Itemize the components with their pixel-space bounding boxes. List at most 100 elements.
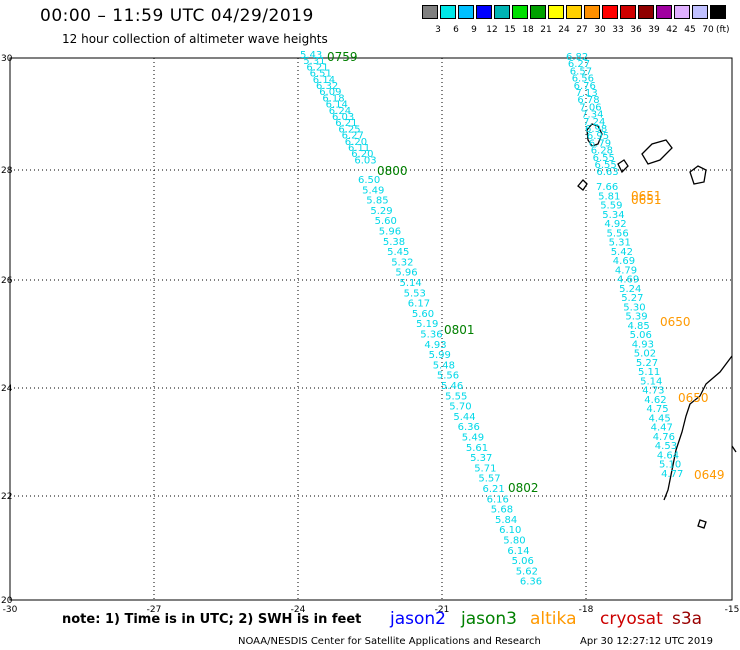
swh-value: 6.98 — [585, 124, 607, 135]
colorbar-label: 21 — [540, 25, 552, 35]
swh-value: 5.85 — [366, 196, 388, 207]
swh-value: 5.61 — [466, 443, 488, 454]
colorbar-swatch — [458, 5, 474, 19]
swh-value: 5.11 — [638, 367, 660, 378]
swh-value: 6.25 — [338, 124, 360, 135]
credit-line: NOAA/NESDIS Center for Satellite Applica… — [238, 636, 541, 647]
colorbar-swatch — [440, 5, 456, 19]
swh-value: 5.44 — [453, 412, 475, 423]
swh-value: 6.56 — [572, 74, 594, 85]
swh-value: 5.49 — [462, 433, 484, 444]
colorbar-swatch — [530, 5, 546, 19]
swh-value: 5.71 — [474, 463, 496, 474]
swh-value: 5.56 — [437, 371, 459, 382]
swh-value: 4.79 — [615, 265, 637, 276]
swh-value: 5.14 — [640, 376, 662, 387]
colorbar-label: 15 — [504, 25, 516, 35]
swh-value: 5.30 — [623, 302, 645, 313]
swh-value: 5.49 — [362, 185, 384, 196]
swh-value: 5.60 — [412, 309, 434, 320]
legend-item: altika — [530, 609, 577, 629]
swh-value: 5.62 — [516, 566, 538, 577]
swh-value: 5.45 — [387, 247, 409, 258]
colorbar-label: 12 — [486, 25, 498, 35]
legend-item: jason3 — [461, 609, 517, 629]
swh-value: 5.31 — [609, 238, 631, 249]
satellite-track-altika: 6.826.276.576.566.767.136.787.067.347.24… — [566, 52, 683, 480]
swh-value: 7.06 — [579, 102, 601, 113]
colorbar-label: 30 — [594, 25, 606, 35]
legend-item: jason2 — [390, 609, 446, 629]
swh-value: 6.14 — [507, 546, 529, 557]
satellite-track-jason3: 5.435.316.216.516.146.326.096.186.146.24… — [300, 50, 542, 588]
colorbar-swatch — [620, 5, 636, 19]
map-subtitle: 12 hour collection of altimeter wave hei… — [62, 32, 328, 46]
swh-value: 5.36 — [420, 330, 442, 341]
swh-value: 5.29 — [370, 206, 392, 217]
latitude-tick-label: 30 — [1, 54, 13, 64]
swh-value: 5.06 — [512, 556, 534, 567]
colorbar-label: 24 — [558, 25, 570, 35]
swh-value: 5.06 — [630, 330, 652, 341]
swh-value: 5.56 — [607, 228, 629, 239]
swh-value: 5.19 — [416, 319, 438, 330]
swh-value: 5.31 — [303, 56, 325, 67]
swh-value: 5.70 — [449, 402, 471, 413]
swh-value: 5.10 — [659, 460, 681, 471]
swh-value: 5.27 — [636, 358, 658, 369]
latitude-tick-label: 26 — [1, 276, 13, 286]
generated-timestamp: Apr 30 12:27:12 UTC 2019 — [580, 636, 713, 647]
swh-value: 6.63 — [596, 167, 618, 178]
latitude-tick-label: 24 — [1, 384, 13, 394]
swh-value: 5.02 — [634, 349, 656, 360]
longitude-tick-label: -27 — [147, 605, 162, 615]
swh-value: 4.93 — [632, 339, 654, 350]
colorbar-swatch — [638, 5, 654, 19]
swh-value: 6.18 — [322, 93, 344, 104]
swh-value: 6.32 — [316, 81, 338, 92]
swh-value: 5.53 — [404, 288, 426, 299]
swh-value: 6.55 — [593, 153, 615, 164]
colorbar-swatch — [584, 5, 600, 19]
plot-frame — [9, 57, 733, 601]
swh-value: 5.84 — [495, 515, 517, 526]
island-la-gomera — [617, 159, 629, 174]
swh-value: 5.68 — [491, 505, 513, 516]
coast-detail-east — [731, 445, 737, 453]
swh-value: 6.20 — [345, 137, 367, 148]
swh-value: 5.57 — [478, 474, 500, 485]
swh-value: 6.57 — [570, 66, 592, 77]
swh-value: 7.24 — [583, 117, 605, 128]
legend-item: s3a — [672, 609, 703, 629]
island-gran-canaria — [689, 165, 707, 185]
swh-value: 6.21 — [483, 484, 505, 495]
swh-value: 5.39 — [625, 312, 647, 323]
colorbar-label: 27 — [576, 25, 588, 35]
swh-value: 5.48 — [433, 360, 455, 371]
swh-value: 6.11 — [348, 143, 370, 154]
swh-value: 6.21 — [335, 118, 357, 129]
lat-lon-grid — [10, 58, 732, 600]
swh-value: 6.14 — [326, 100, 348, 111]
legend-item: cryosat — [600, 609, 663, 629]
axis-tick-labels: -30 -27 -24 -21 -18 -15 30 28 26 24 22 20 — [1, 54, 739, 615]
longitude-tick-label: -24 — [291, 605, 306, 615]
swh-value: 5.14 — [400, 278, 422, 289]
colorbar-label: 36 — [630, 25, 642, 35]
swh-value: 4.73 — [642, 386, 664, 397]
footnote: note: 1) Time is in UTC; 2) SWH is in fe… — [62, 612, 362, 627]
swh-value: 5.96 — [379, 227, 401, 238]
colorbar-swatch — [476, 5, 492, 19]
african-coast — [663, 355, 733, 501]
swh-value: 4.53 — [655, 441, 677, 452]
swh-value: 5.38 — [383, 237, 405, 248]
colorbar-label: 42 — [666, 25, 678, 35]
swh-value: 5.32 — [391, 257, 413, 268]
swh-value: 6.14 — [313, 75, 335, 86]
pass-time-label: 0759 — [327, 50, 358, 64]
swh-value: 7.34 — [581, 110, 603, 121]
pass-time-label: 0650 — [660, 315, 691, 329]
swh-value: 6.79 — [589, 138, 611, 149]
